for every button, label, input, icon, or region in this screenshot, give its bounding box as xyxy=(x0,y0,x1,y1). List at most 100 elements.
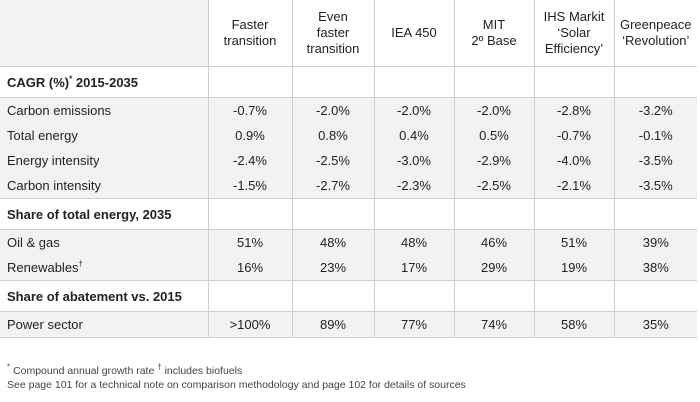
column-header-line: MIT xyxy=(482,17,506,32)
table-cell: -2.9% xyxy=(453,148,534,173)
section-empty-cell xyxy=(533,280,614,312)
table-cell: -3.5% xyxy=(613,173,697,199)
row-label-text: Renewables xyxy=(7,260,79,275)
table-cell: 48% xyxy=(291,229,374,255)
table-cell: 39% xyxy=(613,229,697,255)
table-cell: -1.5% xyxy=(207,173,292,199)
table-cell: 46% xyxy=(453,229,534,255)
row-label-text: Carbon emissions xyxy=(7,103,112,118)
row-label-text: Energy intensity xyxy=(7,153,100,168)
section-row: CAGR (%)* 2015-2035 xyxy=(0,66,697,98)
row-label-text: Oil & gas xyxy=(7,235,60,250)
section-empty-cell xyxy=(533,198,614,230)
column-header-2: Even faster transition xyxy=(291,0,374,67)
table-cell: 48% xyxy=(373,229,454,255)
section-empty-cell xyxy=(373,198,454,230)
table-cell: 17% xyxy=(373,255,454,281)
column-header-line: ‘Solar xyxy=(557,25,591,40)
section-title: Share of abatement vs. 2015 xyxy=(0,280,208,312)
row-label: Power sector xyxy=(0,311,208,338)
section-empty-cell xyxy=(207,66,292,98)
table-cell: -2.0% xyxy=(291,97,374,123)
section-empty-cell xyxy=(533,66,614,98)
section-title-text: CAGR (%) xyxy=(7,74,70,90)
row-label: Carbon emissions xyxy=(0,97,208,123)
column-header-5: IHS Markit ‘Solar Efficiency’ xyxy=(533,0,614,67)
table-row: Renewables† 16% 23% 17% 29% 19% 38% xyxy=(0,255,697,281)
table-cell: -2.5% xyxy=(453,173,534,199)
section-row: Share of total energy, 2035 xyxy=(0,198,697,230)
column-header-line: transition xyxy=(223,33,277,48)
section-empty-cell xyxy=(613,280,697,312)
footnote-line-2: See page 101 for a technical note on com… xyxy=(7,379,466,391)
column-header-1: Faster transition xyxy=(207,0,292,67)
section-empty-cell xyxy=(207,198,292,230)
header-row: Faster transition Even faster transition IEA … xyxy=(0,0,697,67)
table-cell: 0.4% xyxy=(373,123,454,148)
table-cell: -3.0% xyxy=(373,148,454,173)
table-cell: 0.5% xyxy=(453,123,534,148)
section-title-text: Share of abatement vs. 2015 xyxy=(7,288,182,304)
section-empty-cell xyxy=(613,66,697,98)
table-cell: >100% xyxy=(207,311,292,338)
table-cell: 89% xyxy=(291,311,374,338)
section-title: CAGR (%)* 2015-2035 xyxy=(0,66,208,98)
table-cell: -2.0% xyxy=(373,97,454,123)
column-header-line: Even xyxy=(318,9,348,24)
table-cell: -3.5% xyxy=(613,148,697,173)
table-cell: 0.8% xyxy=(291,123,374,148)
column-header-3: IEA 450 xyxy=(373,0,454,67)
table-cell: -2.4% xyxy=(207,148,292,173)
table-cell: -2.3% xyxy=(373,173,454,199)
table-cell: 51% xyxy=(207,229,292,255)
row-label: Total energy xyxy=(0,123,208,148)
column-header-line: IHS Markit xyxy=(543,9,605,24)
table-cell: -3.2% xyxy=(613,97,697,123)
column-header-line: 2º Base xyxy=(471,33,517,48)
table-cell: 38% xyxy=(613,255,697,281)
row-label-text: Power sector xyxy=(7,317,83,332)
comparison-table: Faster transition Even faster transition IEA … xyxy=(0,0,697,338)
table-cell: 23% xyxy=(291,255,374,281)
footnote-mark-asterisk: * xyxy=(7,362,11,372)
section-empty-cell xyxy=(291,280,374,312)
table-cell: -2.1% xyxy=(533,173,614,199)
footnote-cagr: Compound annual growth rate xyxy=(10,365,158,377)
column-header-4: MIT 2º Base xyxy=(453,0,534,67)
section-empty-cell xyxy=(453,198,534,230)
row-label-text: Carbon intensity xyxy=(7,178,101,193)
table-row: Carbon intensity -1.5% -2.7% -2.3% -2.5% -2.1… xyxy=(0,173,697,199)
table-row: Energy intensity -2.4% -2.5% -3.0% -2.9% -4.0… xyxy=(0,148,697,173)
column-header-line: transition xyxy=(306,41,360,56)
table-cell: -2.0% xyxy=(453,97,534,123)
header-corner xyxy=(0,0,208,67)
section-empty-cell xyxy=(207,280,292,312)
footnotes: * Compound annual growth rate † includes… xyxy=(7,362,466,392)
table-cell: -4.0% xyxy=(533,148,614,173)
column-header-line: faster xyxy=(316,25,350,40)
row-label-mark: † xyxy=(78,259,83,269)
section-title-suffix: 2015-2035 xyxy=(72,74,139,90)
footnote-biofuels: includes biofuels xyxy=(161,365,243,377)
section-empty-cell xyxy=(453,280,534,312)
column-header-line: IEA 450 xyxy=(391,25,437,40)
section-empty-cell xyxy=(613,198,697,230)
table-row: Total energy 0.9% 0.8% 0.4% 0.5% -0.7% -0.1% xyxy=(0,123,697,148)
row-label: Energy intensity xyxy=(0,148,208,173)
row-label-text: Total energy xyxy=(7,128,78,143)
column-header-6: Greenpeace ‘Revolution’ xyxy=(613,0,697,67)
table-cell: -2.8% xyxy=(533,97,614,123)
table-cell: 29% xyxy=(453,255,534,281)
column-header-line: Greenpeace xyxy=(619,17,692,32)
section-row: Share of abatement vs. 2015 xyxy=(0,280,697,312)
table-cell: 51% xyxy=(533,229,614,255)
table-cell: 58% xyxy=(533,311,614,338)
section-empty-cell xyxy=(373,280,454,312)
table-body: Faster transition Even faster transition IEA … xyxy=(0,0,697,338)
table-cell: 35% xyxy=(613,311,697,338)
section-empty-cell xyxy=(453,66,534,98)
table-cell: 0.9% xyxy=(207,123,292,148)
table-row: Oil & gas 51% 48% 48% 46% 51% 39% xyxy=(0,229,697,255)
section-empty-cell xyxy=(291,66,374,98)
